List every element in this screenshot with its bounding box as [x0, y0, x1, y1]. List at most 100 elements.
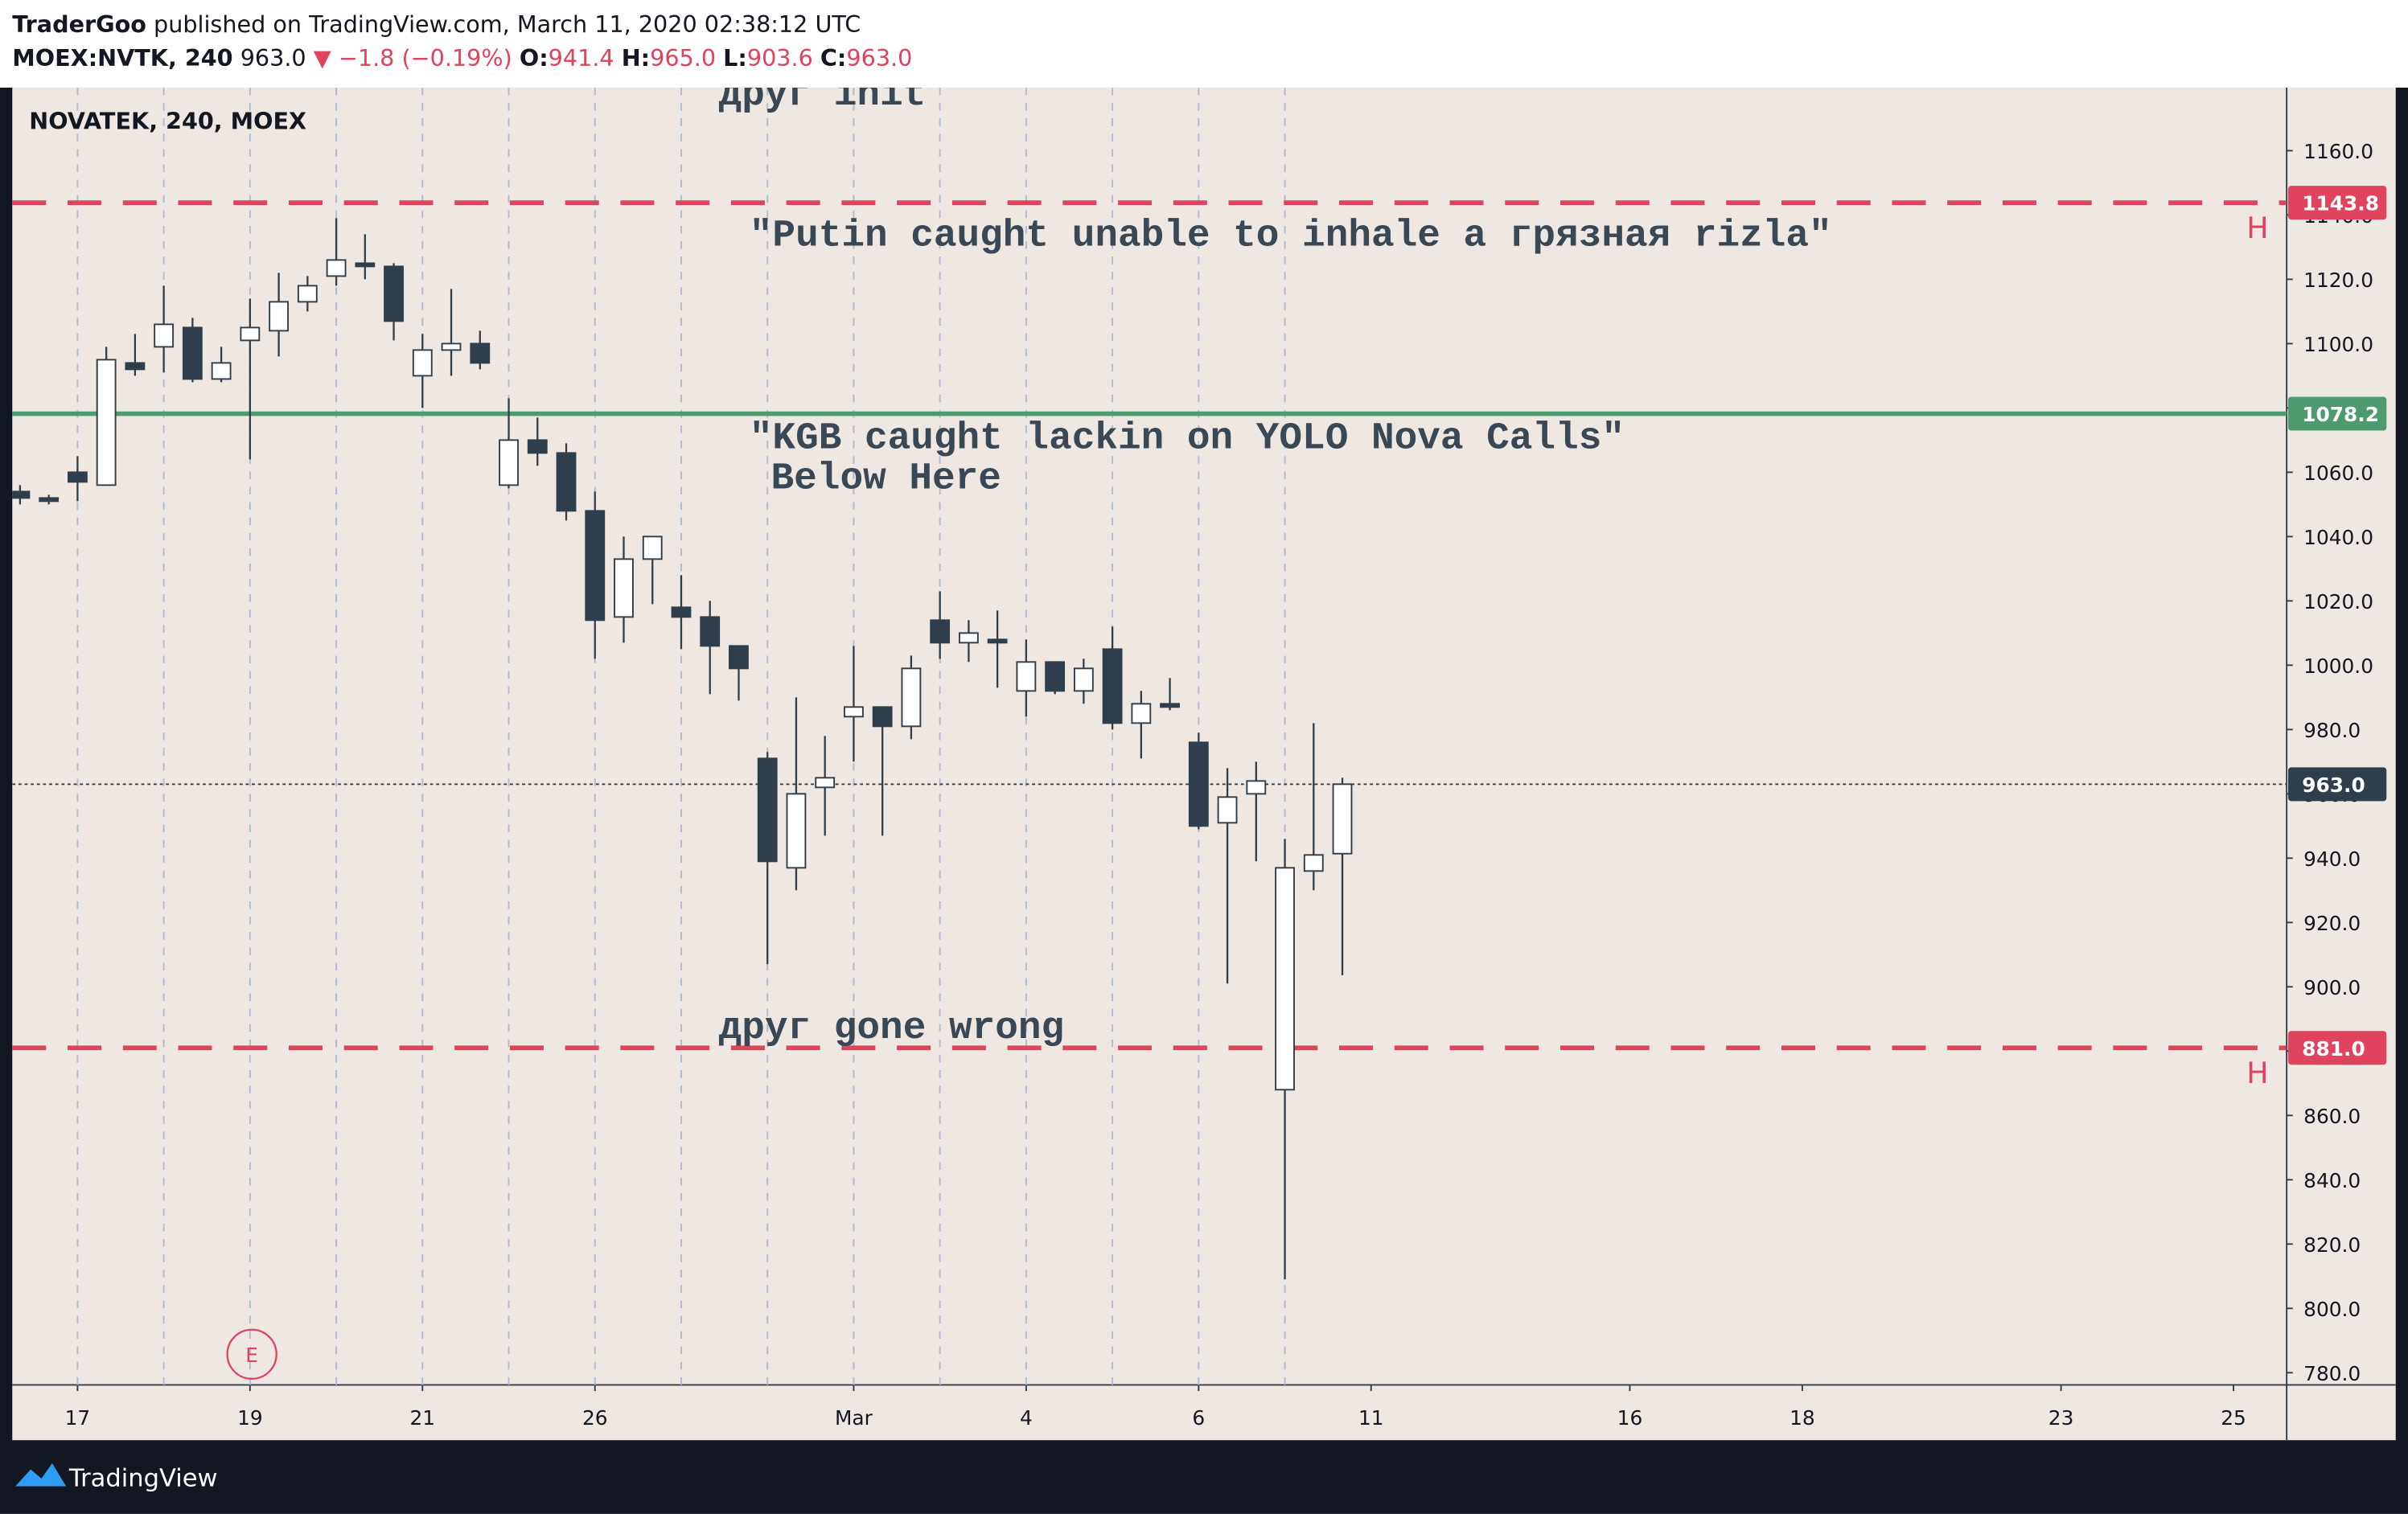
candle-body — [757, 757, 778, 863]
candle-body — [614, 558, 634, 618]
y-tick-label: 1020.0 — [2303, 590, 2373, 613]
published: published on TradingView.com, March 11, … — [146, 10, 861, 38]
candle-body — [1073, 667, 1094, 692]
c-value: 963.0 — [846, 44, 912, 72]
y-tick-label: 1160.0 — [2303, 140, 2373, 163]
candle-body — [182, 326, 203, 380]
y-tick-label: 1000.0 — [2303, 654, 2373, 678]
arrow: ▼ — [314, 44, 331, 72]
candle-body — [441, 343, 462, 351]
y-tick-label: 1100.0 — [2303, 333, 2373, 356]
candle-body — [470, 343, 491, 364]
x-tick-label: 25 — [2221, 1406, 2246, 1430]
annotation: Below Here — [771, 457, 1001, 500]
candle-body — [930, 619, 951, 644]
price-tag — [2288, 186, 2387, 220]
price-tag — [2288, 1031, 2387, 1065]
candle-body — [1102, 648, 1123, 724]
candle-body — [1160, 703, 1181, 708]
o-value: 941.4 — [549, 44, 614, 72]
header-line: TraderGoo published on TradingView.com, … — [12, 10, 861, 38]
candle-body — [297, 285, 318, 303]
price-tag-label: 881.0 — [2302, 1037, 2365, 1061]
x-tick-label: 18 — [1790, 1406, 1815, 1430]
legend: NOVATEK, 240, MOEX — [29, 108, 306, 135]
candle-body — [901, 667, 922, 728]
x-tick-label: 6 — [1192, 1406, 1205, 1430]
candle-body — [1016, 661, 1037, 692]
candle-body — [958, 632, 979, 644]
price-tag — [2288, 767, 2387, 802]
candle-body — [642, 535, 663, 560]
candle-body — [987, 638, 1008, 644]
candle-body — [211, 362, 232, 380]
y-tick-label: 1060.0 — [2303, 462, 2373, 485]
y-tick-label: 920.0 — [2303, 912, 2361, 935]
x-tick-label: 16 — [1617, 1406, 1643, 1430]
event-marker — [226, 1328, 277, 1380]
y-tick-label: 860.0 — [2303, 1105, 2361, 1128]
candle-body — [844, 706, 864, 718]
y-tick-label: 900.0 — [2303, 976, 2361, 999]
candle-body — [786, 793, 807, 869]
candle-body — [269, 301, 290, 332]
brand: TradingView — [68, 1464, 218, 1492]
candle-body — [384, 265, 404, 322]
candle-body — [556, 452, 577, 512]
x-tick-label: 21 — [410, 1406, 436, 1430]
candle-body — [412, 349, 433, 377]
x-tick-label: Mar — [835, 1406, 873, 1430]
candle-body — [872, 706, 893, 728]
candle-body — [1246, 780, 1267, 795]
annotation: "Putin caught unable to inhale a грязная… — [750, 215, 1832, 258]
price-marker: H — [2246, 1056, 2268, 1090]
candle-body — [671, 606, 692, 618]
h-value: 965.0 — [650, 44, 716, 72]
y-tick-label: 800.0 — [2303, 1298, 2361, 1321]
y-tick-label: 980.0 — [2303, 719, 2361, 742]
candle-body — [154, 323, 175, 348]
y-tick-label: 780.0 — [2303, 1362, 2361, 1385]
candle-body — [527, 439, 548, 454]
price-tag-label: 963.0 — [2302, 773, 2365, 797]
l-value: 903.6 — [747, 44, 813, 72]
c-label: C: — [820, 44, 846, 72]
candle-body — [700, 616, 721, 647]
annotation: друг init — [719, 73, 927, 117]
candle-body — [1188, 741, 1209, 827]
candle-body — [240, 326, 261, 342]
header-bg — [0, 0, 2408, 88]
x-tick-label: 17 — [65, 1406, 91, 1430]
candle-body — [499, 439, 519, 486]
price-tag-label: 1143.8 — [2302, 192, 2379, 215]
price-tag — [2288, 396, 2387, 431]
y-tick-label: 1120.0 — [2303, 269, 2373, 292]
candle-body — [1275, 867, 1295, 1091]
author: TraderGoo — [12, 10, 146, 38]
y-tick-label: 840.0 — [2303, 1169, 2361, 1192]
candle-body — [326, 259, 347, 277]
x-tick-label: 26 — [582, 1406, 608, 1430]
symbol: MOEX:NVTK, 240 — [12, 44, 232, 72]
candle-body — [67, 471, 88, 483]
l-label: L: — [723, 44, 747, 72]
candle-body — [355, 262, 376, 268]
change: −1.8 (−0.19%) — [339, 44, 512, 72]
candle-body — [1131, 703, 1152, 724]
x-tick-label: 23 — [2048, 1406, 2074, 1430]
y-tick-label: 1040.0 — [2303, 526, 2373, 549]
event-label: E — [245, 1344, 258, 1367]
y-tick-label: 820.0 — [2303, 1233, 2361, 1257]
candle-body — [1332, 783, 1353, 855]
candle-body — [96, 359, 117, 486]
last: 963.0 — [240, 44, 306, 72]
candle-body — [729, 645, 749, 670]
candle-body — [815, 777, 836, 789]
candle-body — [12, 490, 31, 499]
candle-body — [1217, 796, 1238, 824]
candle-body — [585, 510, 606, 622]
x-tick-label: 19 — [237, 1406, 263, 1430]
price-marker: H — [2246, 211, 2268, 245]
